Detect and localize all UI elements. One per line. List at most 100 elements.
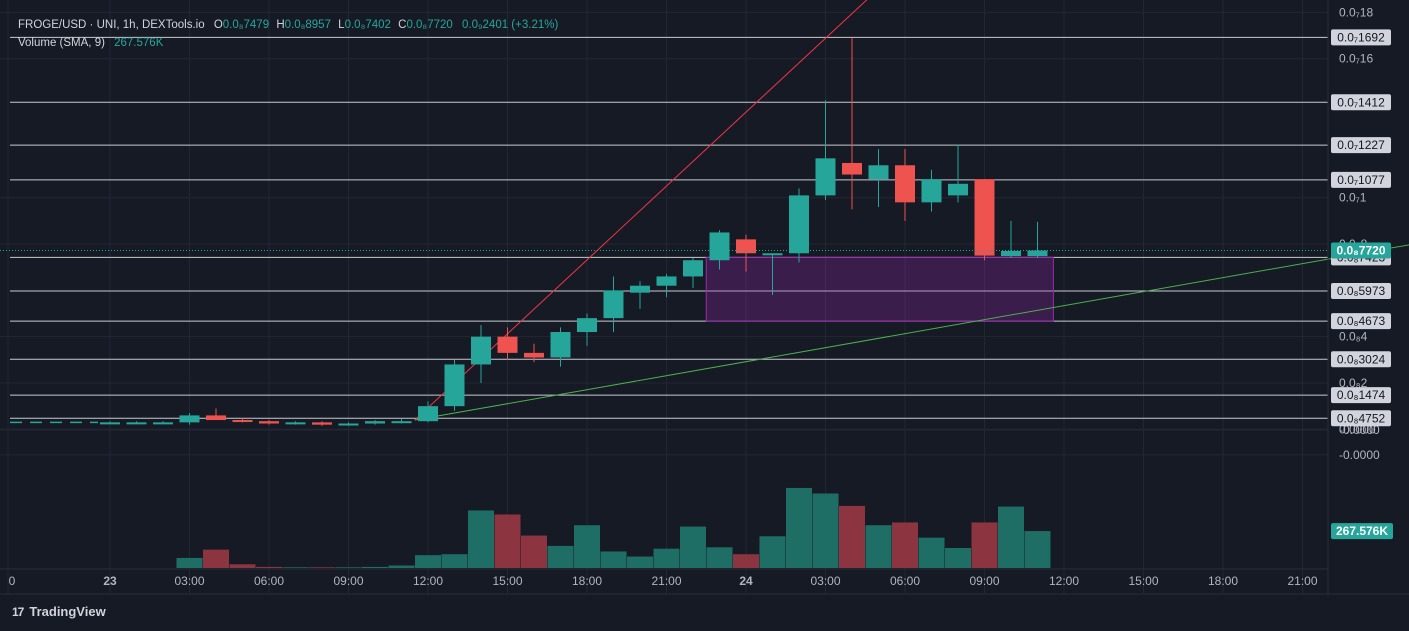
close-value: 0.0₈7720 xyxy=(406,19,453,31)
candle-body xyxy=(524,352,544,358)
level-badge xyxy=(1331,137,1391,154)
volume-bar xyxy=(627,556,653,568)
price-tick-label: 0.0₇16 xyxy=(1339,52,1373,66)
volume-bar xyxy=(733,554,759,568)
ohlc-row: FROGE/USD · UNI, 1h, DEXTools.io O0.0₈74… xyxy=(18,16,558,34)
candle-body xyxy=(577,318,597,333)
candle-body xyxy=(656,276,677,286)
candle-body xyxy=(550,332,571,358)
time-tick-label: 03:00 xyxy=(174,574,204,588)
volume-bar xyxy=(468,510,494,568)
candle-body xyxy=(762,253,783,256)
level-badge xyxy=(1331,282,1391,299)
level-badge xyxy=(1331,387,1391,404)
volume-row: Volume (SMA, 9) 267.576K xyxy=(18,34,558,52)
candle-body xyxy=(471,336,491,365)
trendlines xyxy=(414,0,1409,421)
price-tick-label: 0.0₈2 xyxy=(1339,376,1368,390)
volume-bar xyxy=(229,564,256,568)
time-tick-label: 09:00 xyxy=(333,574,363,588)
volume-bar xyxy=(309,567,335,568)
level-badge-label: 0.0₇1412 xyxy=(1337,95,1385,109)
candle-body xyxy=(100,422,120,425)
level-badge-label: 0.0₈4673 xyxy=(1337,314,1386,328)
candle-body xyxy=(1001,250,1021,257)
chart-legend: FROGE/USD · UNI, 1h, DEXTools.io O0.0₈74… xyxy=(18,16,558,52)
resistance-trendline xyxy=(414,0,868,421)
candle-body xyxy=(179,415,200,423)
time-tick-label: 12:00 xyxy=(413,574,443,588)
level-badge-label: 0.0₇1227 xyxy=(1337,138,1385,152)
horizontal-levels xyxy=(10,36,1328,419)
open-label: O xyxy=(213,19,223,31)
candles xyxy=(10,37,1048,426)
candle-body xyxy=(338,423,359,426)
volume-bar xyxy=(282,567,309,568)
volume-bar xyxy=(256,566,282,568)
volume-bar xyxy=(786,487,812,568)
change-value: 0.0₉2401 (+3.21%) xyxy=(461,19,559,31)
candle-body xyxy=(974,179,995,256)
volume-bar xyxy=(176,557,203,568)
volume-bar xyxy=(865,525,892,568)
tradingview-logo-icon: 17 xyxy=(12,604,24,619)
level-badge xyxy=(1331,29,1391,46)
demand-zone xyxy=(705,256,1054,322)
candle-body xyxy=(815,158,836,196)
candle-body xyxy=(921,179,942,203)
volume-bar xyxy=(680,526,706,568)
time-tick-label: 18:00 xyxy=(572,574,602,588)
time-tick-label: 12:00 xyxy=(1049,574,1079,588)
time-tick-label: 06:00 xyxy=(890,574,920,588)
last-volume-label: 267.576K xyxy=(1336,524,1388,538)
candle-body xyxy=(789,195,809,254)
candle-body xyxy=(232,420,253,423)
volume-bar xyxy=(1024,531,1051,568)
time-tick-label: 18:00 xyxy=(1208,574,1238,588)
candle-body xyxy=(709,232,730,261)
level-badge xyxy=(1331,351,1391,368)
time-tick-label: 23 xyxy=(103,574,117,588)
candle-body xyxy=(497,336,518,353)
candle-body xyxy=(285,422,306,425)
volume-bar xyxy=(812,493,839,568)
volume-bar xyxy=(839,505,865,568)
volume-tick-label: -0.0000 xyxy=(1339,448,1380,462)
candle-body xyxy=(153,422,173,425)
high-value: 0.0₈8957 xyxy=(284,19,331,31)
level-badge-label: 0.0₇1692 xyxy=(1337,30,1385,44)
time-tick-label: 09:00 xyxy=(969,574,999,588)
volume-bar xyxy=(203,549,229,568)
candle-body xyxy=(206,415,226,421)
volume-label: Volume (SMA, 9) xyxy=(18,37,105,49)
level-badge-label: 0.0₈4752 xyxy=(1337,411,1386,425)
volume-bar xyxy=(441,554,468,568)
candle-body xyxy=(948,183,968,196)
candle-body xyxy=(126,422,147,425)
time-tick-label: 15:00 xyxy=(1128,574,1158,588)
symbol-info: FROGE/USD · UNI, 1h, DEXTools.io xyxy=(18,19,205,31)
time-tick-label: 15:00 xyxy=(492,574,522,588)
time-tick-label: 0 xyxy=(9,574,16,588)
candle-body xyxy=(736,239,756,254)
candle-body xyxy=(868,165,889,180)
price-tick-label: 0.0₇1 xyxy=(1339,191,1367,205)
level-badge-label: 0.0₈5973 xyxy=(1337,284,1386,298)
low-label: L xyxy=(338,19,345,31)
volume-bar xyxy=(521,535,547,568)
level-badge xyxy=(1331,171,1391,188)
candle-body xyxy=(630,285,650,293)
tradingview-brand[interactable]: 17 TradingView xyxy=(12,604,106,619)
candle-body xyxy=(418,406,438,422)
level-badge xyxy=(1331,94,1391,111)
volume-bar xyxy=(574,525,600,568)
candle-body xyxy=(259,421,279,424)
candle-body xyxy=(895,165,915,203)
volume-bar xyxy=(706,547,733,568)
time-tick-label: 21:00 xyxy=(1287,574,1317,588)
volume-bar xyxy=(918,537,945,568)
volume-bar xyxy=(547,545,574,568)
candle-body xyxy=(842,162,862,175)
candle-body xyxy=(683,260,703,277)
